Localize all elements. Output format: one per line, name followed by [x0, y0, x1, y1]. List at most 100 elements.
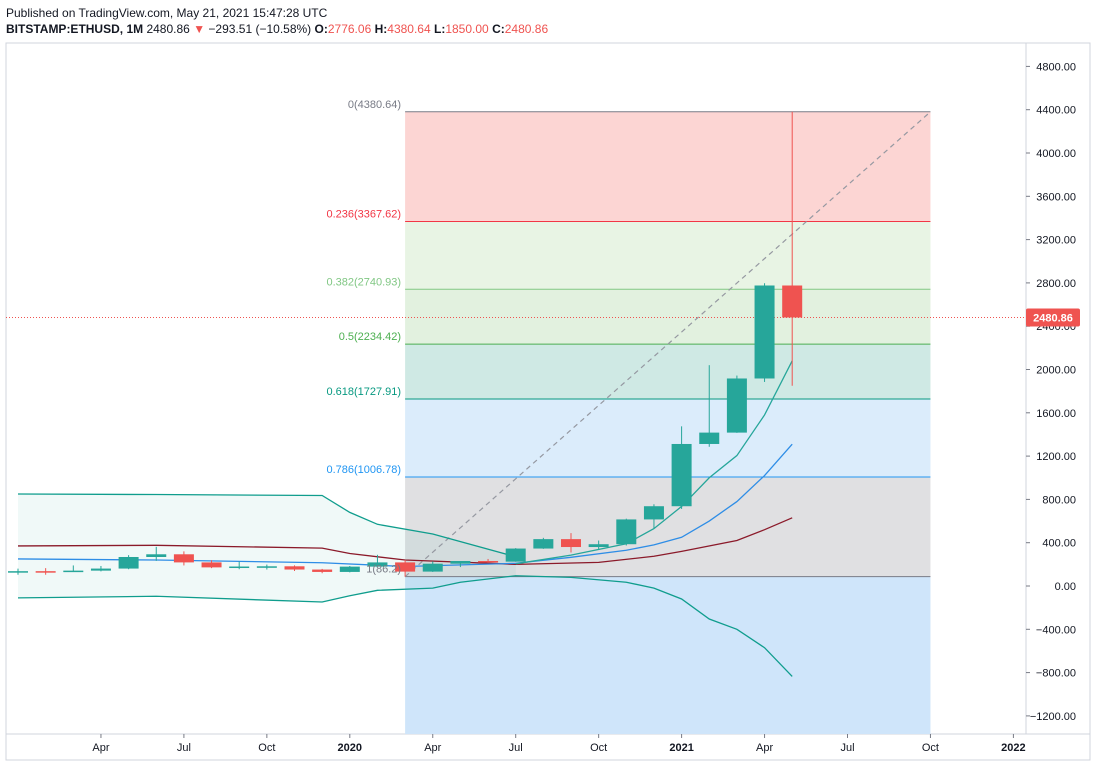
candle: [754, 283, 775, 382]
bb-band-fill: [18, 493, 516, 603]
candle: [395, 560, 416, 577]
price-tick-label: 400.00: [1042, 538, 1076, 550]
time-tick-label: Apr: [92, 742, 109, 754]
candle: [505, 548, 526, 562]
candle: [90, 565, 111, 572]
open-value: 2776.06: [327, 22, 372, 36]
candle: [561, 533, 581, 553]
price-tick-label: 4400.00: [1036, 105, 1076, 117]
fib-zone: [405, 398, 931, 478]
chart-header: Published on TradingView.com, May 21, 20…: [6, 5, 548, 37]
candle: [782, 111, 803, 386]
price-tick-label: 4800.00: [1036, 61, 1076, 73]
time-tick-label: 2021: [669, 742, 693, 754]
low-value: 1850.00: [445, 22, 489, 36]
candle-body: [671, 443, 692, 507]
candle: [422, 561, 443, 572]
candle-body: [173, 554, 194, 563]
fib-zone: [405, 111, 931, 222]
candle-body: [699, 432, 720, 444]
candle-body: [395, 562, 416, 572]
price-tick-label: −400.00: [1036, 624, 1076, 636]
fib-zone: [405, 576, 931, 734]
time-tick-label: Apr: [424, 742, 441, 754]
candle: [671, 426, 692, 509]
plot-area: [6, 111, 1026, 734]
time-tick-label: Jul: [840, 742, 854, 754]
fib-level-label: 0.5(2234.42): [339, 331, 401, 343]
price-axis-frame: [1025, 42, 1091, 735]
fib-zone: [405, 221, 931, 290]
candle: [284, 565, 305, 572]
candle-body: [367, 562, 388, 567]
high-value: 4380.64: [387, 22, 431, 36]
candle-body: [478, 560, 499, 563]
candle-body: [754, 285, 775, 379]
price-tick-label: 800.00: [1042, 494, 1076, 506]
candle: [478, 558, 499, 563]
candle: [339, 565, 360, 573]
candle-body: [284, 566, 305, 570]
price-tick-label: 1600.00: [1036, 408, 1076, 420]
fib-level-label: 0.382(2740.93): [326, 276, 401, 288]
bb-upper-line: [17, 493, 516, 558]
candle: [118, 555, 139, 570]
fib-level-label: 0.786(1006.78): [326, 464, 401, 476]
close-value: 2480.86: [504, 22, 549, 36]
last-price-badge-label: 2480.86: [1033, 312, 1073, 324]
price-tick-label: 0.00: [1055, 581, 1076, 593]
symbol-line: BITSTAMP:ETHUSD, 1M 2480.86 ▼ −293.51 (−…: [6, 21, 548, 37]
fib-zone: [405, 344, 931, 399]
candle: [699, 365, 720, 447]
open-label: O:: [314, 22, 328, 36]
candle-body: [63, 570, 84, 573]
price-tick-label: 3600.00: [1036, 191, 1076, 203]
candle: [588, 540, 609, 550]
candle-body: [422, 563, 443, 572]
price-tick-label: −1200.00: [1030, 711, 1076, 723]
candle-body: [201, 562, 222, 568]
time-tick-label: 2022: [1001, 742, 1025, 754]
candle-body: [561, 539, 581, 548]
candle-body: [35, 571, 56, 573]
time-tick-label: Apr: [756, 742, 773, 754]
time-tick-label: Oct: [258, 742, 275, 754]
fib-level-label: 0(4380.64): [348, 99, 401, 111]
time-tick-label: Oct: [590, 742, 607, 754]
candle: [146, 546, 167, 561]
close-label: C:: [492, 22, 505, 36]
candle-body: [505, 548, 526, 562]
down-arrow-icon: ▼: [193, 22, 206, 36]
candle-body: [450, 560, 471, 564]
fib-zone: [405, 289, 931, 345]
time-tick-label: Jul: [509, 742, 523, 754]
fib-zone: [405, 477, 931, 577]
candle: [8, 568, 28, 575]
candle: [643, 504, 664, 529]
candle-body: [312, 569, 333, 572]
fib-level-label: 0.618(1727.91): [326, 386, 401, 398]
candle-body: [616, 519, 637, 545]
time-tick-label: Jul: [177, 742, 191, 754]
fib-level-label: 0.236(3367.62): [326, 208, 401, 220]
published-line: Published on TradingView.com, May 21, 20…: [6, 6, 328, 20]
candle-body: [533, 539, 554, 549]
high-label: H:: [374, 22, 388, 36]
fib-level-label: 1(86.2): [366, 564, 401, 576]
low-label: L:: [434, 22, 446, 36]
candle-body: [339, 566, 360, 572]
candle-body: [782, 285, 803, 318]
price-change: −293.51 (−10.58%): [208, 22, 312, 36]
candle: [616, 518, 637, 546]
candle: [533, 537, 554, 549]
candle: [173, 551, 194, 566]
candle-body: [229, 566, 250, 569]
time-tick-label: Oct: [922, 742, 939, 754]
bb-lower-line: [17, 575, 793, 677]
candle: [726, 375, 747, 433]
symbol[interactable]: BITSTAMP:ETHUSD, 1M: [6, 22, 144, 36]
price-tick-label: 4000.00: [1036, 148, 1076, 160]
candle: [256, 564, 277, 570]
time-tick-label: 2020: [338, 742, 362, 754]
